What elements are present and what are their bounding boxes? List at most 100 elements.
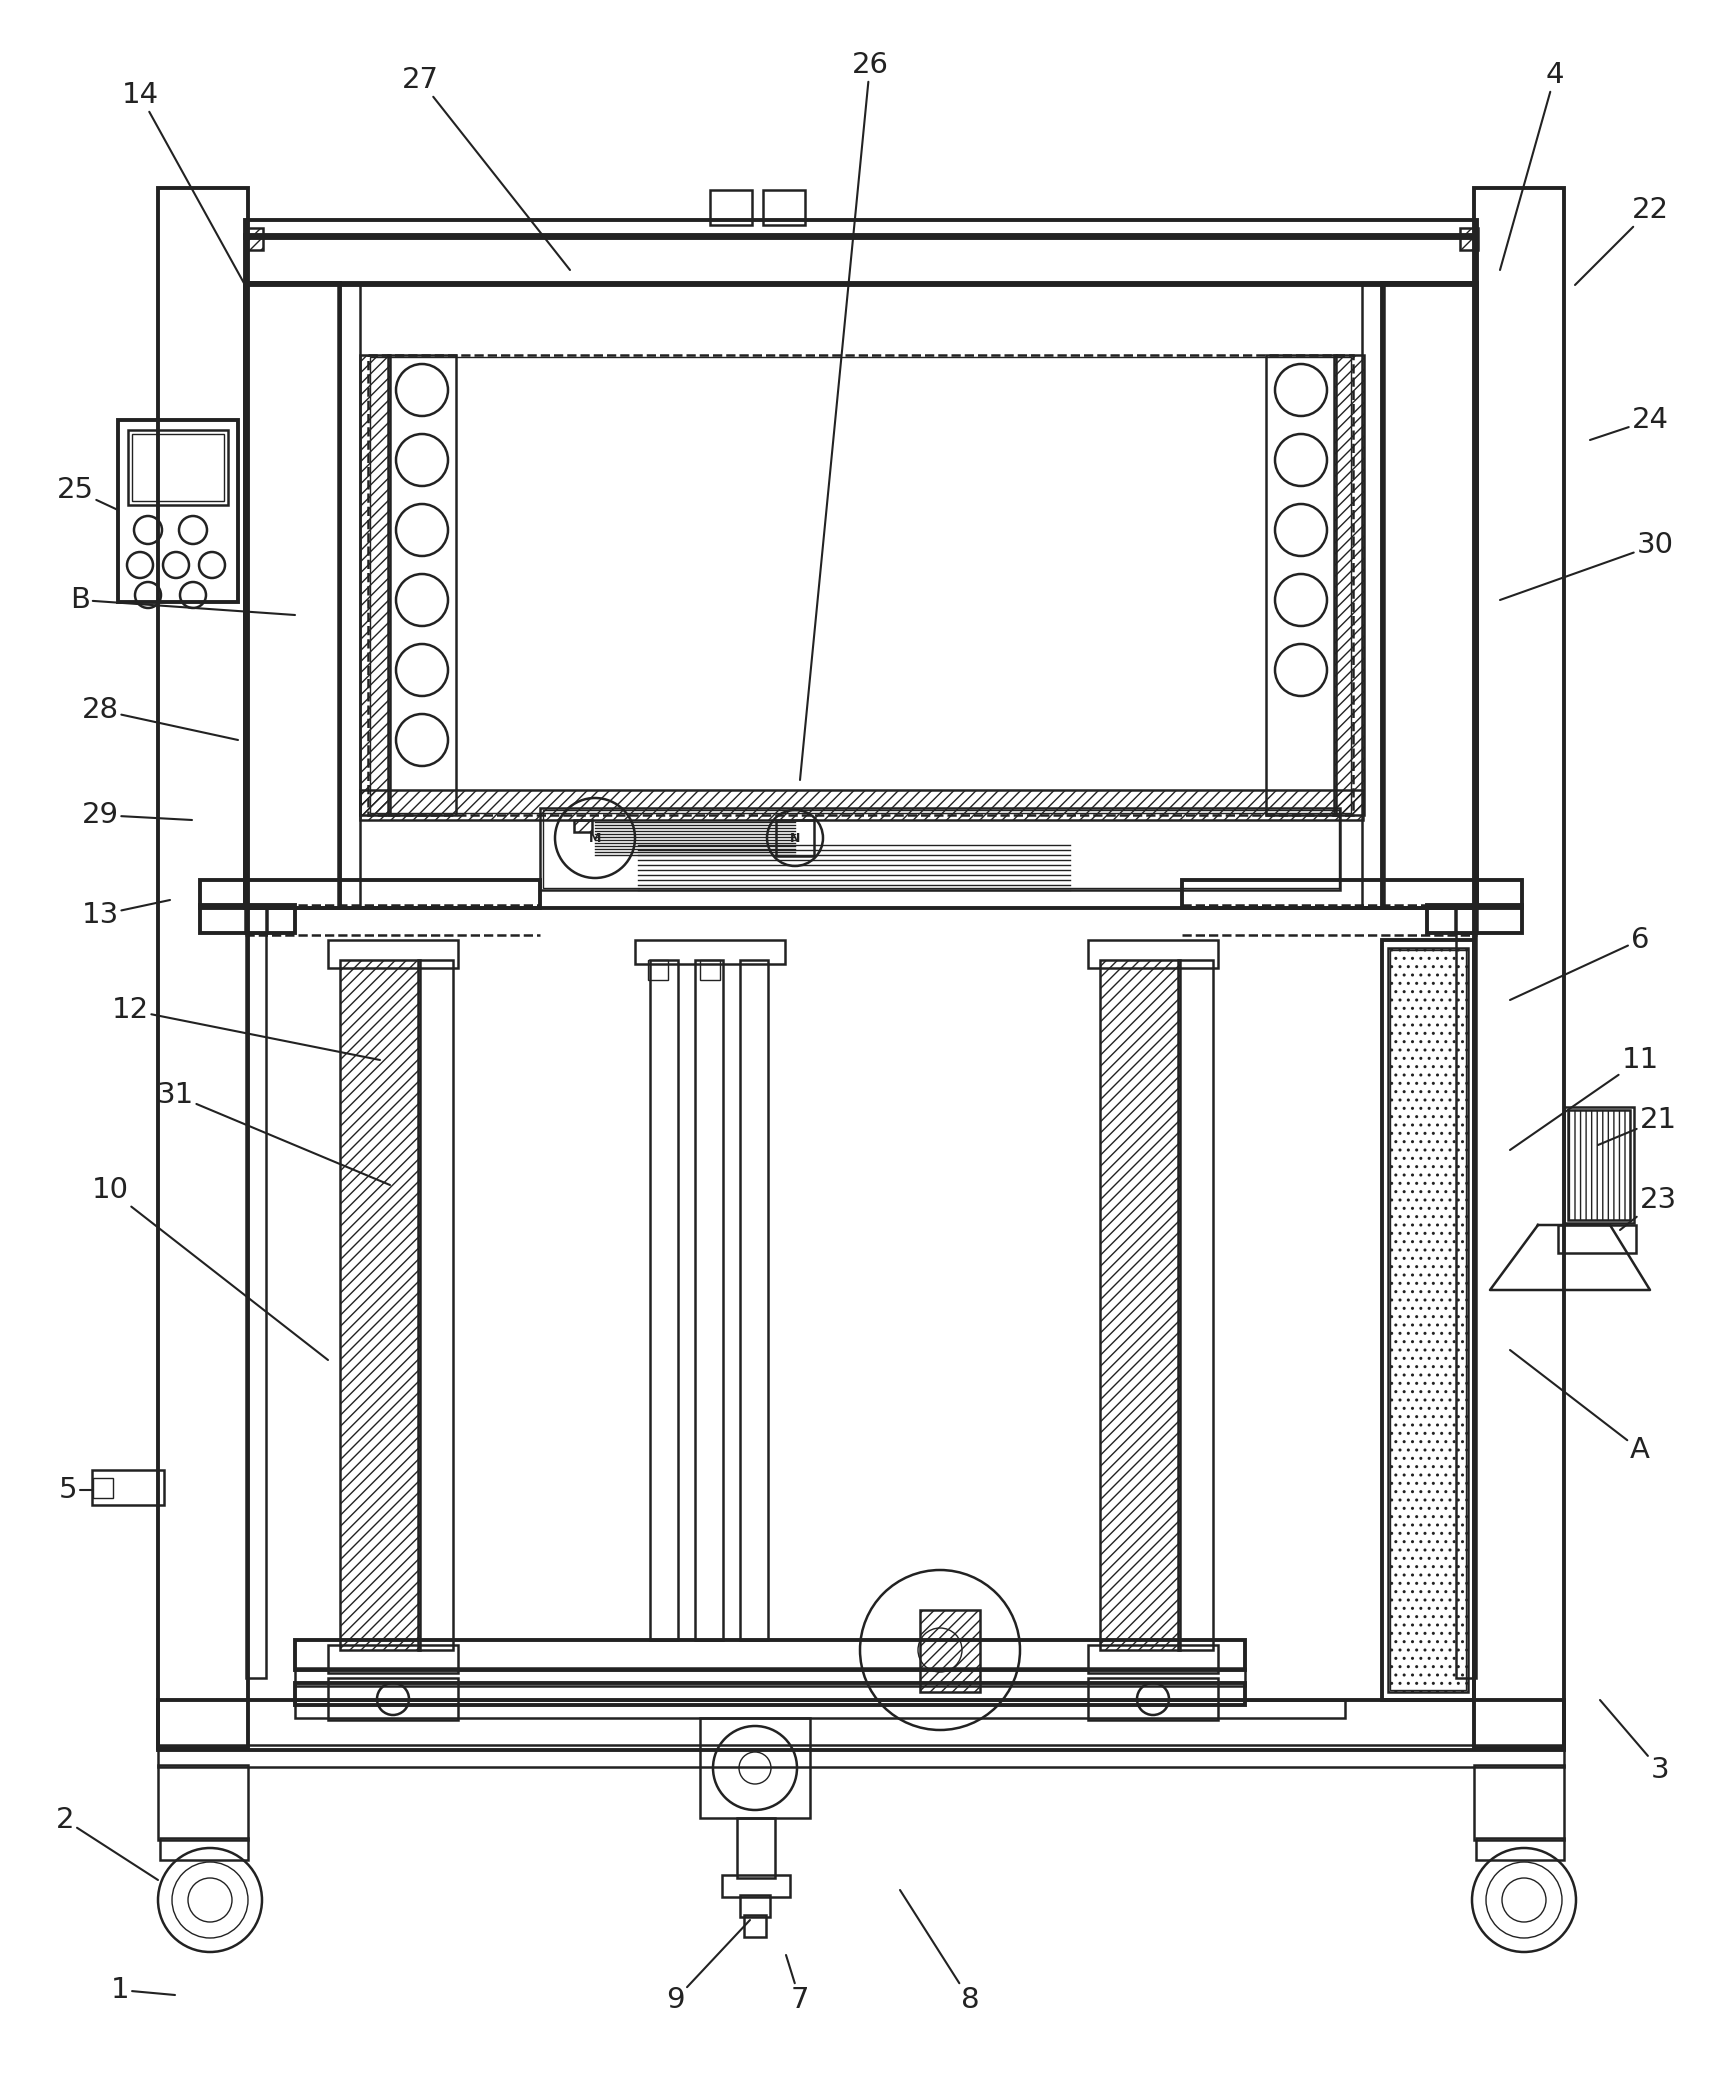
Text: B: B bbox=[71, 585, 294, 614]
Bar bbox=[158, 1746, 1564, 1766]
Bar bbox=[1474, 1764, 1564, 1839]
Bar bbox=[294, 1668, 1245, 1685]
Text: M: M bbox=[589, 831, 601, 844]
Bar bbox=[127, 429, 227, 504]
Bar bbox=[649, 960, 678, 1639]
Text: 7: 7 bbox=[785, 1956, 809, 2014]
Text: 4: 4 bbox=[1500, 60, 1564, 271]
Bar bbox=[1100, 960, 1180, 1650]
Bar bbox=[920, 1610, 980, 1691]
Bar bbox=[327, 1679, 458, 1721]
Bar bbox=[573, 821, 592, 831]
Bar bbox=[1178, 960, 1212, 1650]
Bar bbox=[245, 283, 1477, 908]
Text: 5: 5 bbox=[59, 1477, 93, 1504]
Bar bbox=[1428, 904, 1522, 933]
Bar bbox=[245, 904, 267, 933]
Bar bbox=[133, 433, 224, 502]
Bar bbox=[294, 1639, 1245, 1671]
Bar bbox=[1383, 283, 1477, 908]
Bar bbox=[1088, 939, 1217, 969]
Bar bbox=[339, 960, 420, 1650]
Text: 28: 28 bbox=[81, 696, 238, 739]
Bar bbox=[1088, 1646, 1217, 1673]
Bar bbox=[200, 879, 541, 908]
Bar bbox=[1362, 283, 1384, 908]
Bar bbox=[1564, 1106, 1634, 1223]
Bar bbox=[245, 235, 1477, 285]
Text: 14: 14 bbox=[122, 81, 245, 285]
Text: N: N bbox=[790, 831, 801, 844]
Text: 6: 6 bbox=[1510, 927, 1650, 1000]
Bar bbox=[158, 1764, 248, 1839]
Bar bbox=[1558, 1225, 1636, 1254]
Bar bbox=[338, 283, 360, 908]
Bar bbox=[1460, 227, 1477, 250]
Text: 13: 13 bbox=[81, 900, 170, 929]
Text: 26: 26 bbox=[801, 50, 889, 779]
Text: 8: 8 bbox=[901, 1889, 980, 2014]
Bar bbox=[246, 908, 265, 1679]
Bar bbox=[1569, 1110, 1631, 1221]
Bar bbox=[722, 1875, 790, 1898]
Bar bbox=[1181, 879, 1522, 908]
Bar bbox=[360, 789, 1364, 821]
Bar bbox=[119, 421, 238, 602]
Bar bbox=[1474, 187, 1564, 1748]
Bar bbox=[327, 1646, 458, 1673]
Bar bbox=[245, 283, 339, 908]
Bar bbox=[696, 960, 723, 1639]
Text: 22: 22 bbox=[1576, 196, 1669, 285]
Text: 11: 11 bbox=[1510, 1046, 1658, 1150]
Bar bbox=[245, 227, 263, 250]
Bar bbox=[1457, 908, 1476, 1679]
Bar bbox=[542, 810, 1340, 887]
Bar bbox=[158, 1700, 1564, 1750]
Bar bbox=[160, 1837, 248, 1860]
Bar bbox=[737, 1818, 775, 1879]
Text: 23: 23 bbox=[1620, 1185, 1677, 1229]
Bar bbox=[370, 356, 1352, 812]
Bar bbox=[763, 190, 804, 225]
Bar bbox=[158, 187, 248, 1748]
Text: 29: 29 bbox=[81, 802, 191, 829]
Text: 30: 30 bbox=[1500, 531, 1674, 600]
Bar bbox=[777, 821, 815, 856]
Bar bbox=[387, 354, 456, 814]
Bar bbox=[744, 1914, 766, 1937]
Bar bbox=[1266, 354, 1336, 814]
Bar bbox=[1388, 948, 1467, 1691]
Bar bbox=[740, 1896, 770, 1916]
Text: 27: 27 bbox=[401, 67, 570, 271]
Text: 1: 1 bbox=[110, 1977, 176, 2004]
Bar bbox=[294, 1700, 1345, 1718]
Bar bbox=[1455, 904, 1477, 933]
Text: 31: 31 bbox=[157, 1081, 389, 1185]
Bar bbox=[200, 904, 294, 933]
Text: 10: 10 bbox=[91, 1177, 327, 1360]
Text: 25: 25 bbox=[57, 477, 119, 510]
Bar bbox=[635, 939, 785, 964]
Bar bbox=[647, 960, 668, 979]
Text: 3: 3 bbox=[1600, 1700, 1669, 1783]
Bar bbox=[701, 960, 720, 979]
Bar bbox=[1383, 939, 1474, 1700]
Text: 2: 2 bbox=[55, 1806, 158, 1881]
Bar bbox=[245, 221, 1477, 237]
Text: 21: 21 bbox=[1598, 1106, 1677, 1146]
Bar bbox=[418, 960, 453, 1650]
Bar bbox=[1335, 354, 1364, 814]
Bar bbox=[1088, 1679, 1217, 1721]
Text: A: A bbox=[1510, 1350, 1650, 1464]
Bar bbox=[294, 1683, 1245, 1706]
Bar bbox=[701, 1718, 809, 1818]
Text: 24: 24 bbox=[1589, 406, 1669, 440]
Bar bbox=[1390, 950, 1465, 1689]
Bar bbox=[360, 354, 389, 814]
Bar bbox=[541, 808, 1340, 889]
Text: 12: 12 bbox=[112, 996, 381, 1060]
Bar bbox=[740, 960, 768, 1639]
Bar bbox=[369, 354, 1353, 814]
Bar bbox=[709, 190, 753, 225]
Bar bbox=[91, 1471, 164, 1506]
